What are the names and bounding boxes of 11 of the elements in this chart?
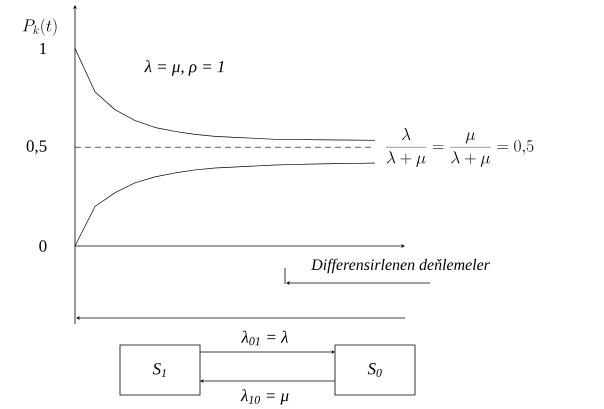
text: S$_{1}$ — [152, 363, 166, 377]
text: S$_{0}$ — [368, 363, 382, 377]
text: λ$_{01}$ = λ — [241, 330, 288, 346]
y-axis-title: $P_k(t)$ — [22, 18, 56, 36]
y-tick-label: 0,5 — [26, 140, 46, 154]
text: Differensirlenen deňlemeler — [311, 258, 490, 274]
y-tick-label: 0 — [39, 240, 47, 252]
annotation: λ = μ, ρ = 1 — [144, 60, 224, 76]
ref-line-label: $\frac{\lambda}{\lambda+\mu}=\frac{\mu}{\lambda+\mu}=0{,}5$ — [386, 128, 534, 167]
y-tick-label: 1 — [40, 42, 46, 54]
text: λ$_{10}$ = μ — [240, 389, 288, 405]
